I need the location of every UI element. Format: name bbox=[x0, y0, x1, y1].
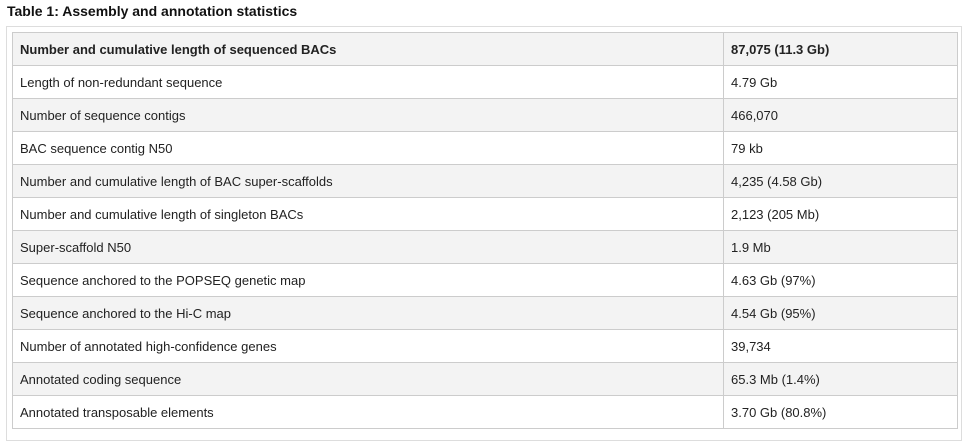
row-value: 466,070 bbox=[723, 98, 958, 132]
row-value: 39,734 bbox=[723, 329, 958, 363]
row-value: 65.3 Mb (1.4%) bbox=[723, 362, 958, 396]
table-row: Sequence anchored to the POPSEQ genetic … bbox=[12, 263, 958, 297]
row-value: 87,075 (11.3 Gb) bbox=[723, 32, 958, 66]
table-container bbox=[6, 26, 962, 441]
row-label: Sequence anchored to the Hi-C map bbox=[12, 296, 724, 330]
row-label: Length of non-redundant sequence bbox=[12, 65, 724, 99]
table-row: Number of annotated high-confidence gene… bbox=[12, 329, 958, 363]
row-label: Sequence anchored to the POPSEQ genetic … bbox=[12, 263, 724, 297]
row-label: Super-scaffold N50 bbox=[12, 230, 724, 264]
row-value: 4.79 Gb bbox=[723, 65, 958, 99]
table-row: Number and cumulative length of sequence… bbox=[12, 32, 958, 66]
row-value: 4.63 Gb (97%) bbox=[723, 263, 958, 297]
stats-table: Number and cumulative length of sequence… bbox=[12, 32, 958, 429]
table-row: BAC sequence contig N50 79 kb bbox=[12, 131, 958, 165]
table-row: Length of non-redundant sequence 4.79 Gb bbox=[12, 65, 958, 99]
row-label: Number and cumulative length of singleto… bbox=[12, 197, 724, 231]
table-row: Sequence anchored to the Hi-C map 4.54 Gb… bbox=[12, 296, 958, 330]
row-value: 1.9 Mb bbox=[723, 230, 958, 264]
table-row: Annotated coding sequence 65.3 Mb (1.4%) bbox=[12, 362, 958, 396]
table-row: Annotated transposable elements 3.70 Gb (… bbox=[12, 395, 958, 429]
row-label: Number and cumulative length of sequence… bbox=[12, 32, 724, 66]
row-label: Number and cumulative length of BAC supe… bbox=[12, 164, 724, 198]
row-value: 79 kb bbox=[723, 131, 958, 165]
row-value: 4.54 Gb (95%) bbox=[723, 296, 958, 330]
row-label: Annotated transposable elements bbox=[12, 395, 724, 429]
row-label: Number of sequence contigs bbox=[12, 98, 724, 132]
table-row: Number and cumulative length of BAC supe… bbox=[12, 164, 958, 198]
row-label: BAC sequence contig N50 bbox=[12, 131, 724, 165]
table-row: Number and cumulative length of singleto… bbox=[12, 197, 958, 231]
row-value: 3.70 Gb (80.8%) bbox=[723, 395, 958, 429]
table-title: Table 1: Assembly and annotation statist… bbox=[7, 3, 298, 19]
table-row: Super-scaffold N50 1.9 Mb bbox=[12, 230, 958, 264]
row-value: 2,123 (205 Mb) bbox=[723, 197, 958, 231]
row-label: Number of annotated high-confidence gene… bbox=[12, 329, 724, 363]
row-value: 4,235 (4.58 Gb) bbox=[723, 164, 958, 198]
table-row: Number of sequence contigs 466,070 bbox=[12, 98, 958, 132]
row-label: Annotated coding sequence bbox=[12, 362, 724, 396]
